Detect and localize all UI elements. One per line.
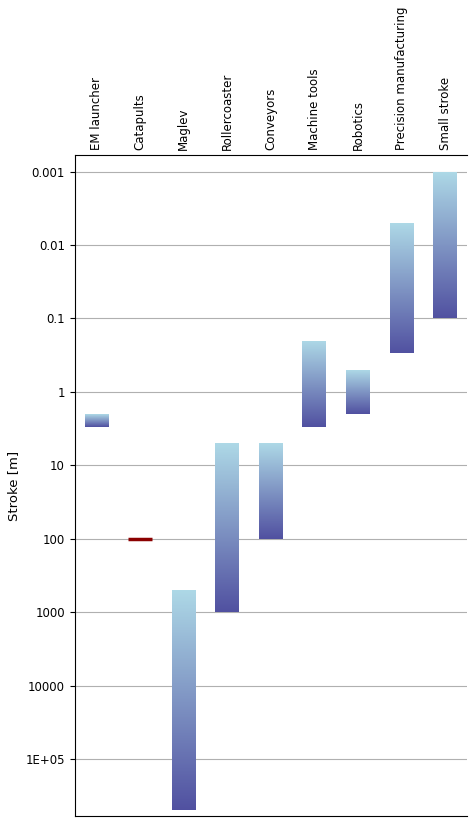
Y-axis label: Stroke [m]: Stroke [m] xyxy=(7,451,20,521)
